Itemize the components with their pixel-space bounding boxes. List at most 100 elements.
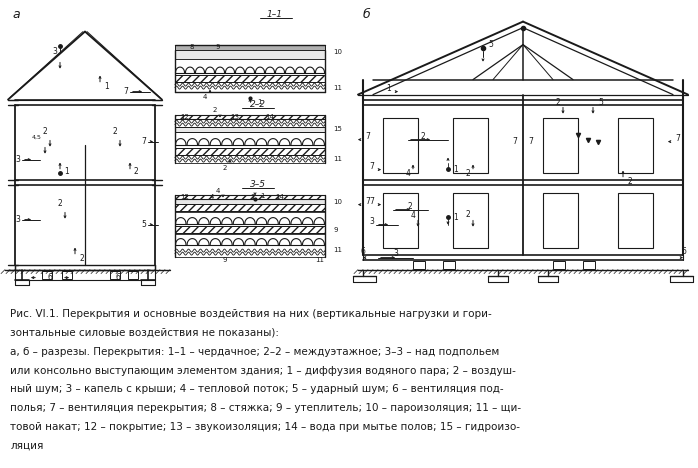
Text: ляция: ляция bbox=[10, 441, 44, 451]
Text: 7: 7 bbox=[528, 137, 533, 146]
Text: 5: 5 bbox=[488, 40, 493, 49]
Bar bbox=[175, 198, 325, 204]
Bar bbox=[175, 195, 325, 198]
Text: 4: 4 bbox=[210, 194, 214, 199]
Bar bbox=[583, 261, 595, 269]
Text: 7: 7 bbox=[123, 87, 128, 96]
Text: 11: 11 bbox=[315, 256, 325, 263]
Text: 9: 9 bbox=[223, 256, 228, 263]
Text: 6: 6 bbox=[116, 273, 121, 282]
Text: 5: 5 bbox=[141, 220, 146, 229]
Text: 7: 7 bbox=[369, 197, 374, 206]
Bar bbox=[618, 193, 653, 248]
Text: полья; 7 – вентиляция перекрытия; 8 – стяжка; 9 – утеплитель; 10 – пароизоляция;: полья; 7 – вентиляция перекрытия; 8 – ст… bbox=[10, 403, 521, 413]
Text: 3: 3 bbox=[52, 47, 57, 56]
Bar bbox=[175, 44, 325, 50]
Bar bbox=[453, 117, 488, 173]
Bar bbox=[175, 115, 325, 118]
Text: зонтальные силовые воздействия не показаны):: зонтальные силовые воздействия не показа… bbox=[10, 328, 279, 338]
Text: 4,5: 4,5 bbox=[32, 135, 42, 140]
Text: 1: 1 bbox=[250, 194, 255, 199]
Bar bbox=[443, 261, 455, 269]
Bar bbox=[62, 271, 72, 278]
Text: 4: 4 bbox=[410, 211, 415, 220]
Text: 2–2: 2–2 bbox=[250, 100, 266, 109]
Text: 7: 7 bbox=[365, 132, 370, 141]
Text: 3–5: 3–5 bbox=[250, 180, 266, 189]
Text: а: а bbox=[12, 8, 20, 21]
Text: 4: 4 bbox=[203, 94, 207, 100]
Text: 3: 3 bbox=[394, 249, 399, 258]
Text: 11: 11 bbox=[333, 247, 342, 253]
Text: 15: 15 bbox=[333, 125, 342, 132]
Text: 12: 12 bbox=[180, 114, 189, 120]
Text: 12: 12 bbox=[180, 194, 189, 199]
Bar bbox=[128, 271, 138, 278]
Text: 6: 6 bbox=[360, 247, 365, 256]
Text: 9: 9 bbox=[333, 227, 338, 233]
Bar bbox=[175, 198, 325, 204]
Text: 2: 2 bbox=[421, 132, 425, 141]
Bar bbox=[453, 193, 488, 248]
Text: 4: 4 bbox=[216, 188, 220, 194]
Bar bbox=[413, 261, 425, 269]
Text: 2: 2 bbox=[134, 167, 139, 176]
Text: 7: 7 bbox=[141, 137, 146, 146]
Text: 3: 3 bbox=[15, 155, 20, 164]
Text: 2: 2 bbox=[466, 169, 470, 178]
Bar bbox=[175, 147, 325, 154]
Bar bbox=[175, 50, 325, 58]
Bar bbox=[543, 117, 578, 173]
Text: 9: 9 bbox=[215, 44, 219, 50]
Text: 2: 2 bbox=[57, 199, 62, 208]
Bar bbox=[543, 193, 578, 248]
Bar bbox=[553, 261, 565, 269]
Text: 6: 6 bbox=[681, 247, 686, 256]
Bar bbox=[42, 271, 52, 278]
Bar bbox=[175, 50, 325, 58]
Text: 2: 2 bbox=[79, 254, 84, 263]
Text: 2: 2 bbox=[112, 127, 117, 136]
Text: 6: 6 bbox=[47, 273, 52, 282]
Text: 7: 7 bbox=[675, 134, 680, 143]
Text: 7: 7 bbox=[512, 137, 517, 146]
Text: 2: 2 bbox=[43, 127, 47, 136]
Text: 14: 14 bbox=[265, 114, 274, 120]
Text: 3: 3 bbox=[369, 217, 374, 226]
Text: 1: 1 bbox=[64, 167, 68, 176]
Text: 11: 11 bbox=[333, 85, 342, 91]
Bar bbox=[175, 226, 325, 233]
Bar bbox=[618, 117, 653, 173]
Text: ный шум; 3 – капель с крыши; 4 – тепловой поток; 5 – ударный шум; 6 – вентиляция: ный шум; 3 – капель с крыши; 4 – теплово… bbox=[10, 385, 504, 395]
Text: 8: 8 bbox=[190, 44, 195, 50]
Text: б: б bbox=[363, 8, 371, 21]
Text: 7: 7 bbox=[365, 197, 370, 206]
Text: 2: 2 bbox=[556, 98, 560, 107]
Text: а, б – разрезы. Перекрытия: 1–1 – чердачное; 2–2 – междуэтажное; 3–3 – над подпо: а, б – разрезы. Перекрытия: 1–1 – чердач… bbox=[10, 347, 500, 357]
Bar bbox=[383, 193, 418, 248]
Text: 1–1: 1–1 bbox=[267, 10, 283, 19]
Text: 14: 14 bbox=[275, 194, 284, 199]
Text: 2: 2 bbox=[213, 107, 217, 113]
Text: 1: 1 bbox=[260, 193, 265, 198]
Text: товой накат; 12 – покрытие; 13 – звукоизоляция; 14 – вода при мытье полов; 15 – : товой накат; 12 – покрытие; 13 – звукоиз… bbox=[10, 422, 521, 432]
Text: 1: 1 bbox=[453, 213, 458, 222]
Text: или консольно выступающим элементом здания; 1 – диффузия водяного пара; 2 – возд: или консольно выступающим элементом здан… bbox=[10, 366, 517, 376]
Text: 3: 3 bbox=[15, 215, 20, 224]
Text: 4: 4 bbox=[406, 169, 410, 178]
Text: 2: 2 bbox=[628, 177, 633, 186]
Text: 1: 1 bbox=[257, 99, 262, 105]
Text: 7: 7 bbox=[369, 162, 374, 171]
Bar bbox=[175, 127, 325, 132]
Text: Рис. VI.1. Перекрытия и основные воздействия на них (вертикальные нагрузки и гор: Рис. VI.1. Перекрытия и основные воздейс… bbox=[10, 309, 492, 319]
Text: 1: 1 bbox=[453, 165, 458, 174]
Text: 10: 10 bbox=[333, 198, 342, 205]
Bar bbox=[383, 117, 418, 173]
Text: 2: 2 bbox=[408, 202, 413, 211]
Text: 2: 2 bbox=[466, 210, 470, 219]
Bar bbox=[175, 74, 325, 81]
Text: 2: 2 bbox=[223, 165, 227, 171]
Text: 1: 1 bbox=[386, 84, 391, 93]
Text: 1: 1 bbox=[104, 82, 109, 91]
Bar bbox=[110, 271, 120, 278]
